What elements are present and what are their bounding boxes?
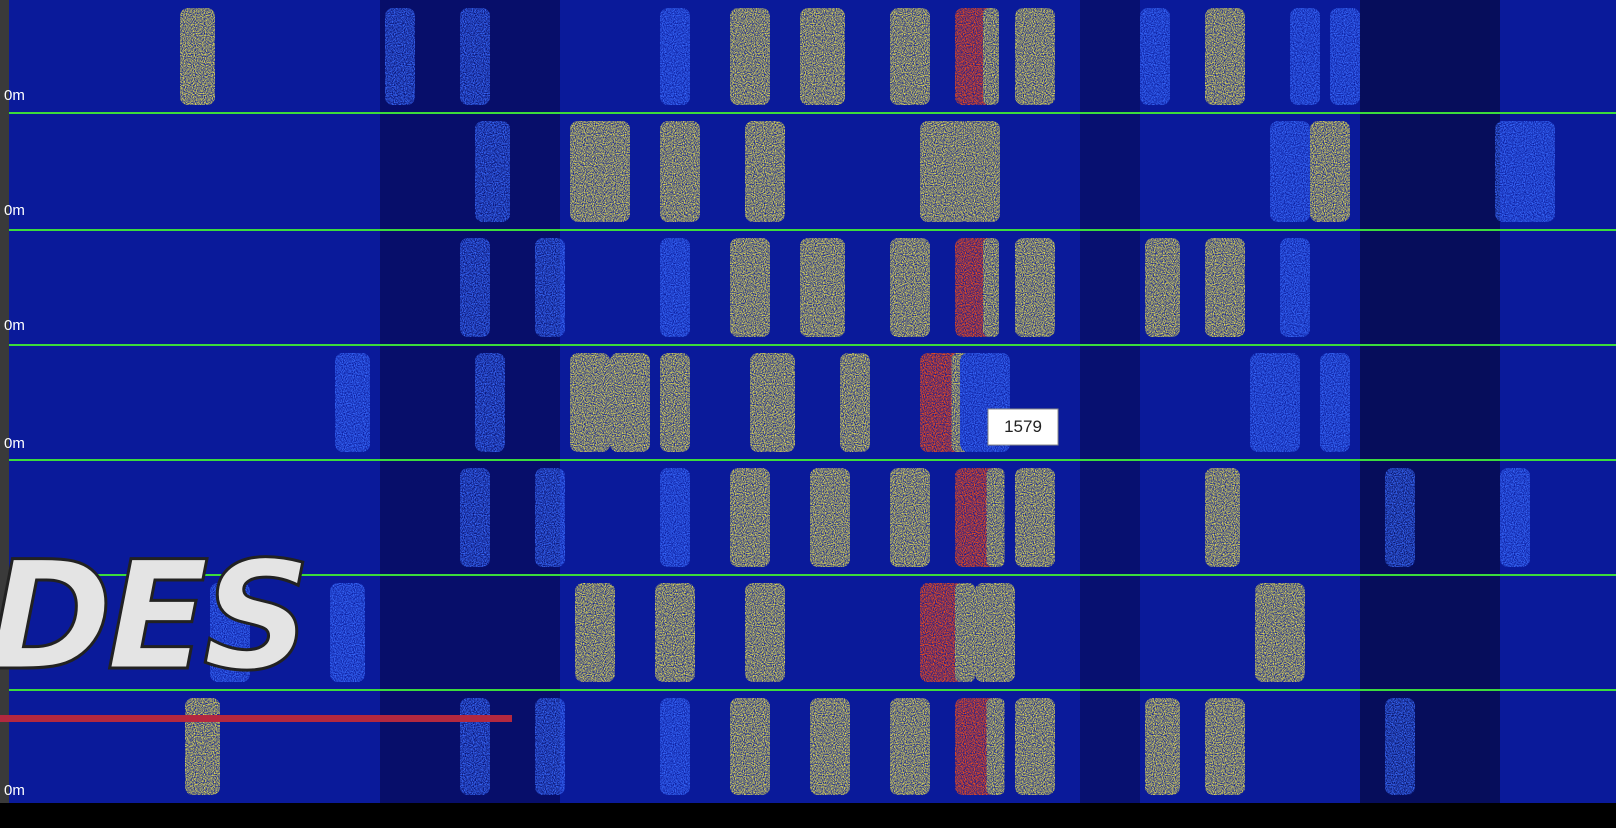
signal — [570, 353, 610, 452]
dark-band — [1080, 575, 1140, 690]
signal — [660, 698, 690, 795]
waterfall-screenshot: 0m 0m 0m 0m 0m 1579 DES — [0, 0, 1616, 828]
signal — [660, 353, 690, 452]
signal — [840, 353, 870, 452]
signal — [1205, 238, 1245, 337]
signal — [1385, 698, 1415, 795]
signal — [1145, 238, 1180, 337]
signal — [890, 468, 930, 567]
signal — [1145, 698, 1180, 795]
dark-band — [1080, 113, 1140, 230]
signal — [810, 698, 850, 795]
signal — [800, 238, 845, 337]
signal — [890, 8, 930, 105]
signal — [810, 468, 850, 567]
signal — [1205, 698, 1245, 795]
signal — [660, 238, 690, 337]
overlay-title: DES — [0, 530, 305, 704]
dark-band — [1080, 460, 1140, 575]
title-underline — [0, 715, 512, 722]
signal-edge — [983, 238, 999, 337]
signal — [460, 238, 490, 337]
signal — [890, 698, 930, 795]
dark-band — [380, 575, 560, 690]
signal — [1015, 8, 1055, 105]
signal — [660, 468, 690, 567]
signal — [745, 583, 785, 682]
signal — [1015, 238, 1055, 337]
signal — [1140, 8, 1170, 105]
signal — [1500, 468, 1530, 567]
signal — [185, 698, 220, 795]
dark-band — [1360, 345, 1500, 460]
signal — [660, 121, 700, 222]
dark-band — [1360, 575, 1500, 690]
signal — [960, 121, 1000, 222]
dark-band — [380, 113, 560, 230]
band-label: 0m — [4, 435, 25, 452]
signal — [180, 8, 215, 105]
dark-band — [1360, 460, 1500, 575]
dark-band — [1360, 113, 1500, 230]
signal — [330, 583, 365, 682]
signal — [610, 353, 650, 452]
signal — [1310, 121, 1350, 222]
signal — [460, 8, 490, 105]
signal — [730, 8, 770, 105]
signal — [1255, 583, 1305, 682]
signal — [1385, 468, 1415, 567]
band-label: 0m — [4, 782, 25, 799]
signal — [335, 353, 370, 452]
signal — [535, 698, 565, 795]
signal — [475, 121, 510, 222]
band-label: 0m — [4, 317, 25, 334]
dark-band — [1080, 0, 1140, 113]
signal — [975, 583, 1015, 682]
signal — [745, 121, 785, 222]
signal — [730, 698, 770, 795]
signal — [1320, 353, 1350, 452]
signal — [575, 583, 615, 682]
dark-band — [1360, 690, 1500, 803]
signal — [475, 353, 505, 452]
dark-band — [1080, 345, 1140, 460]
signal — [890, 238, 930, 337]
signal — [1205, 468, 1240, 567]
dark-band — [1360, 0, 1500, 113]
signal — [655, 583, 695, 682]
signal — [460, 468, 490, 567]
signal-edge — [987, 698, 1005, 795]
dark-band — [1360, 230, 1500, 345]
dark-band — [380, 345, 560, 460]
signal — [1290, 8, 1320, 105]
signal — [1015, 698, 1055, 795]
signal — [535, 468, 565, 567]
signal — [535, 238, 565, 337]
signal — [1015, 468, 1055, 567]
signal-edge — [987, 468, 1005, 567]
signal — [800, 8, 845, 105]
dark-band — [1080, 690, 1140, 803]
band-label: 0m — [4, 202, 25, 219]
band-label: 0m — [4, 87, 25, 104]
signal — [1280, 238, 1310, 337]
signal — [1250, 353, 1300, 452]
dark-band — [1080, 230, 1140, 345]
signal — [570, 121, 630, 222]
signal — [660, 8, 690, 105]
signal — [1330, 8, 1360, 105]
signal — [1270, 121, 1310, 222]
signal — [460, 698, 490, 795]
signal — [730, 238, 770, 337]
signal — [730, 468, 770, 567]
signal — [750, 353, 795, 452]
signal — [385, 8, 415, 105]
signal-edge — [955, 583, 975, 682]
signal-edge — [983, 8, 999, 105]
signal — [1205, 8, 1245, 105]
tooltip-text: 1579 — [1004, 417, 1042, 436]
signal — [1495, 121, 1555, 222]
